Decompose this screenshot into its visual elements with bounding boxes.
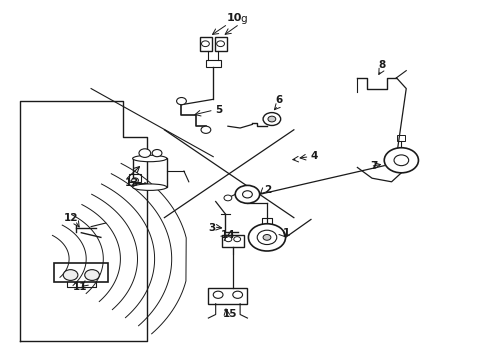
Text: 6: 6 (276, 95, 283, 105)
Bar (129, 174, 141, 182)
Circle shape (85, 270, 99, 280)
Bar (206, 60, 220, 67)
Text: 5: 5 (215, 105, 222, 115)
Text: 10: 10 (227, 13, 242, 23)
Circle shape (176, 98, 186, 105)
Circle shape (234, 237, 241, 242)
Bar (208, 288, 247, 304)
Circle shape (263, 234, 271, 240)
Bar (222, 234, 244, 247)
Circle shape (224, 195, 232, 201)
Circle shape (201, 41, 209, 46)
Circle shape (152, 149, 162, 157)
Bar (54, 263, 108, 282)
Circle shape (384, 148, 418, 173)
Text: 12: 12 (64, 213, 79, 223)
Circle shape (248, 224, 286, 251)
Circle shape (225, 237, 232, 242)
Text: 3: 3 (208, 224, 216, 233)
Text: 11: 11 (73, 282, 88, 292)
Bar (397, 135, 405, 140)
Circle shape (217, 41, 224, 46)
Text: 15: 15 (222, 309, 237, 319)
Text: 13: 13 (125, 177, 140, 188)
Ellipse shape (133, 155, 167, 162)
Circle shape (235, 185, 260, 203)
Bar (199, 37, 212, 51)
Circle shape (263, 113, 281, 126)
Circle shape (63, 270, 78, 280)
Text: 14: 14 (220, 230, 235, 239)
Text: 1: 1 (283, 228, 291, 238)
Circle shape (139, 149, 151, 157)
Bar (133, 158, 167, 187)
Text: 7: 7 (370, 161, 378, 171)
Text: 4: 4 (311, 151, 318, 161)
Circle shape (201, 126, 211, 134)
Text: g: g (241, 14, 247, 24)
Text: 8: 8 (378, 59, 386, 69)
Circle shape (132, 178, 139, 183)
Ellipse shape (133, 184, 167, 190)
Circle shape (394, 155, 409, 166)
Circle shape (257, 230, 277, 244)
Bar (215, 37, 227, 51)
Circle shape (268, 116, 276, 122)
Text: 2: 2 (265, 185, 272, 195)
Circle shape (243, 191, 252, 198)
